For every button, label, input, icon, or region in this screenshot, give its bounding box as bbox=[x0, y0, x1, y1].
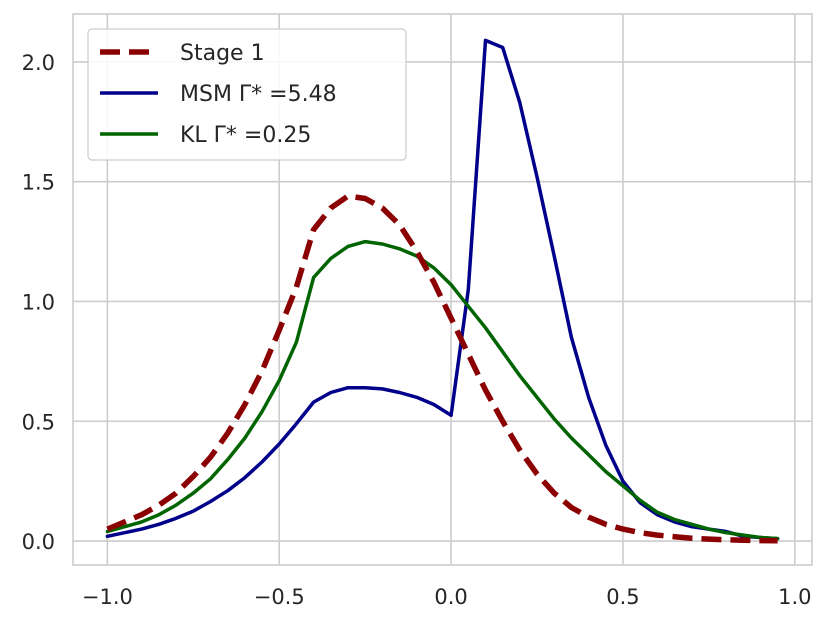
plot-frame bbox=[72, 13, 813, 566]
y-tick-label: 0.5 bbox=[22, 410, 55, 434]
x-tick-label: −1.0 bbox=[82, 585, 133, 609]
x-tick-label: −0.5 bbox=[254, 585, 305, 609]
legend: Stage 1 MSM Γ* =5.48 KL Γ* =0.25 bbox=[87, 28, 407, 161]
legend-label-0: Stage 1 bbox=[180, 41, 265, 66]
y-tick-label: 2.0 bbox=[22, 51, 55, 75]
series-lines bbox=[105, 38, 780, 544]
legend-box bbox=[87, 28, 407, 161]
x-tick-label: 0.0 bbox=[434, 585, 467, 609]
series-line-2 bbox=[105, 239, 780, 541]
series-line-1 bbox=[105, 38, 780, 541]
y-tick-label: 0.0 bbox=[22, 530, 55, 554]
legend-label-1: MSM Γ* =5.48 bbox=[180, 82, 337, 107]
series-line-0 bbox=[106, 193, 778, 544]
x-tick-label: 1.0 bbox=[778, 585, 811, 609]
tick-labels: −1.0 −0.5 0.0 0.5 1.0 0.0 0.5 1.0 1.5 2.0 bbox=[22, 51, 812, 609]
legend-label-2: KL Γ* =0.25 bbox=[180, 123, 311, 148]
y-tick-label: 1.0 bbox=[22, 290, 55, 314]
x-tick-label: 0.5 bbox=[606, 585, 639, 609]
y-tick-label: 1.5 bbox=[22, 171, 55, 195]
